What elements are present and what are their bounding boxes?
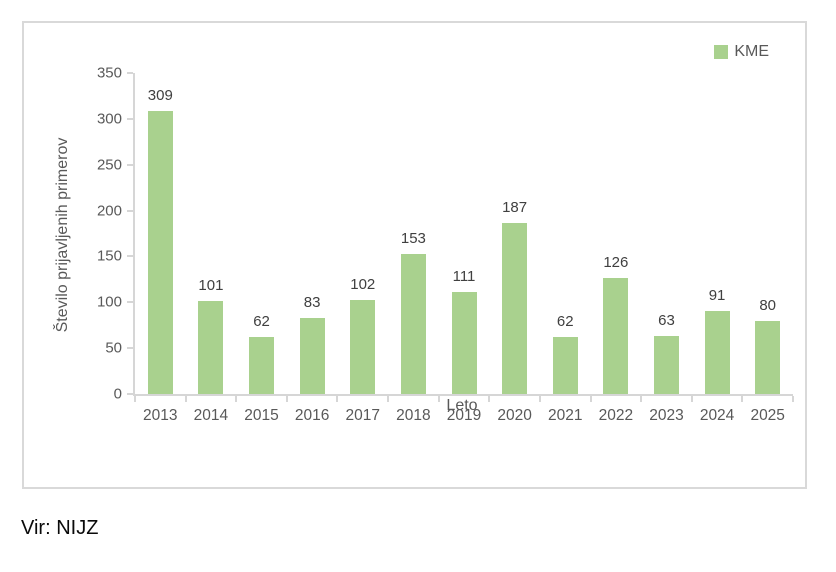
bar-value-label: 83 <box>303 293 321 311</box>
y-tick-mark <box>127 117 133 120</box>
bar-2019 <box>451 292 477 394</box>
bar-2014 <box>198 301 224 394</box>
bar-2016 <box>299 317 325 394</box>
x-tick-label: 2018 <box>396 407 431 424</box>
x-tick-mark <box>134 396 136 402</box>
x-tick-mark <box>589 396 592 402</box>
y-tick-mark <box>127 209 133 212</box>
bar-2015 <box>249 337 275 394</box>
bar-value-label: 126 <box>603 254 629 272</box>
x-tick-label: 2013 <box>143 407 178 424</box>
bar-2018 <box>400 253 426 394</box>
legend: KME <box>714 43 769 61</box>
y-axis-title: Število prijavljenih primerov <box>54 137 71 333</box>
y-tick-label: 100 <box>96 293 122 311</box>
x-tick-mark <box>387 396 390 402</box>
x-tick-label: 2021 <box>547 407 583 424</box>
y-tick-label: 50 <box>105 339 122 357</box>
x-tick-mark <box>792 396 794 402</box>
bar-value-label: 111 <box>452 268 476 286</box>
x-tick-mark <box>640 396 643 402</box>
x-tick-label: 2015 <box>244 407 279 424</box>
x-tick-label: 2024 <box>699 407 735 424</box>
x-axis-title: Leto <box>446 397 478 414</box>
x-tick-mark <box>235 396 238 402</box>
bar-value-label: 62 <box>253 313 270 331</box>
bar-2022 <box>603 278 629 394</box>
y-tick-label: 0 <box>113 385 122 403</box>
bar-2021 <box>552 337 578 394</box>
x-tick-label: 2023 <box>649 407 684 424</box>
y-tick-label: 350 <box>96 64 122 82</box>
x-tick-mark <box>741 396 744 402</box>
x-tick-mark <box>488 396 491 402</box>
x-tick-mark <box>336 396 339 402</box>
x-tick-mark <box>690 396 693 402</box>
x-tick-label: 2019 <box>446 407 482 424</box>
bar-2020 <box>502 222 528 394</box>
bar-2025 <box>755 320 781 394</box>
y-tick-label: 250 <box>96 156 122 174</box>
x-tick-mark <box>184 396 187 402</box>
bar-2017 <box>350 300 376 394</box>
plot-area: 0 50 100 150 200 250 300 350 309 2013 101 2014 62 201… <box>97 66 794 424</box>
bar-2024 <box>704 310 730 394</box>
x-tick-mark <box>437 396 440 402</box>
y-tick-mark <box>127 347 133 350</box>
y-tick-label: 200 <box>96 202 122 220</box>
y-tick-mark <box>127 393 133 395</box>
bar-value-label: 187 <box>502 198 528 216</box>
source-note: Vir: NIJZ <box>21 517 99 539</box>
x-tick-label: 2016 <box>294 407 330 424</box>
y-tick-mark <box>127 255 133 258</box>
bar-value-label: 63 <box>658 312 675 330</box>
y-tick-mark <box>127 163 133 166</box>
legend-label-kme: KME <box>734 43 769 60</box>
y-tick-label: 300 <box>96 110 122 128</box>
chart-frame: KME Število prijavljenih primerov 0 50 100… <box>22 21 807 489</box>
x-tick-label: 2017 <box>345 407 381 424</box>
y-tick-mark <box>127 301 133 304</box>
bar-value-label: 153 <box>400 229 426 247</box>
bar-value-label: 102 <box>350 276 376 294</box>
y-tick-label: 150 <box>96 247 122 265</box>
bar-value-label: 309 <box>147 86 173 104</box>
bar-value-label: 91 <box>708 286 726 304</box>
y-tick-mark <box>127 72 133 74</box>
bar-value-label: 62 <box>556 313 574 331</box>
x-tick-label: 2025 <box>750 407 785 424</box>
bar-2023 <box>653 336 679 394</box>
x-tick-mark <box>285 396 288 402</box>
bar-value-label: 80 <box>759 296 777 314</box>
x-tick-mark <box>538 396 541 402</box>
legend-swatch-kme <box>714 45 729 59</box>
bar-2013 <box>147 110 173 394</box>
x-tick-label: 2020 <box>497 407 532 424</box>
x-tick-label: 2014 <box>193 407 229 424</box>
bar-value-label: 101 <box>198 277 224 295</box>
x-tick-label: 2022 <box>598 407 634 424</box>
